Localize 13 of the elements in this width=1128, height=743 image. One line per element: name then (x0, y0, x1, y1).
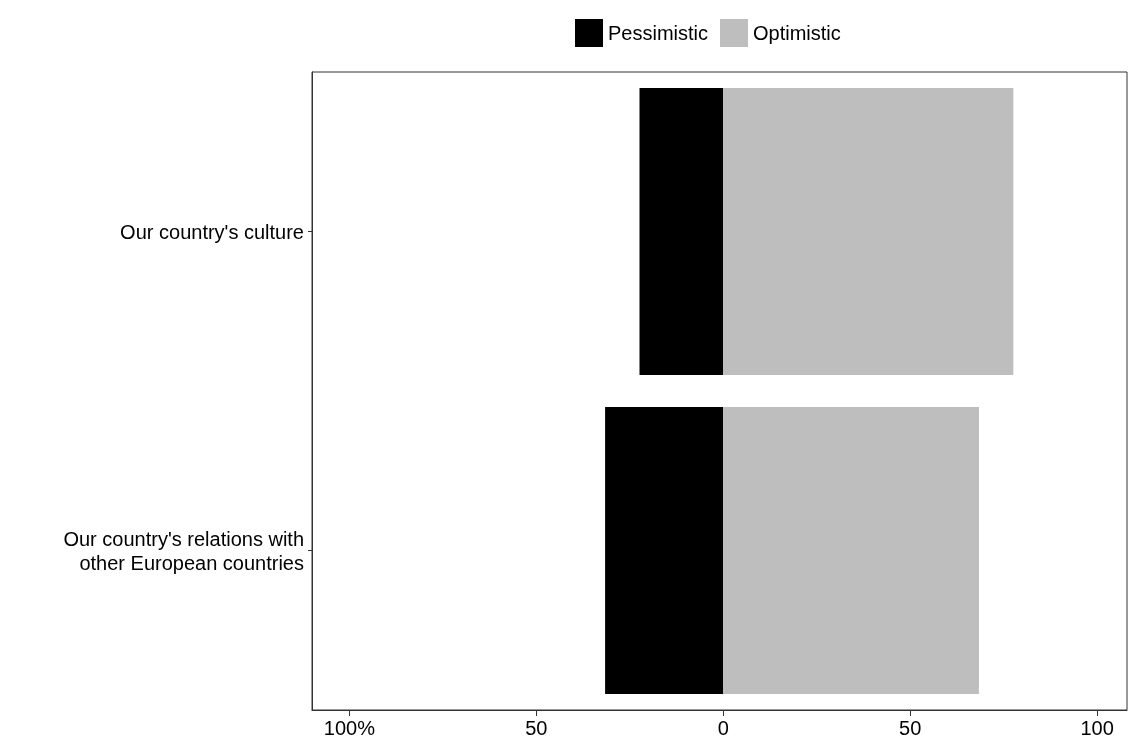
bar (723, 87, 1014, 376)
bar (639, 87, 724, 376)
x-tick-label: 100 (1080, 717, 1114, 739)
x-tick-label: 100% (323, 717, 376, 739)
y-tick-label: Our country's culture (120, 220, 304, 243)
bar (605, 406, 724, 695)
x-tick-label: 0 (717, 717, 729, 739)
x-tick-label: 50 (899, 717, 922, 739)
legend-label: Pessimistic (608, 22, 709, 44)
bar (723, 406, 979, 695)
x-tick-label: 50 (525, 717, 548, 739)
legend-label: Optimistic (753, 22, 841, 44)
y-tick-label: Our country's relations with other European countries (63, 527, 304, 574)
